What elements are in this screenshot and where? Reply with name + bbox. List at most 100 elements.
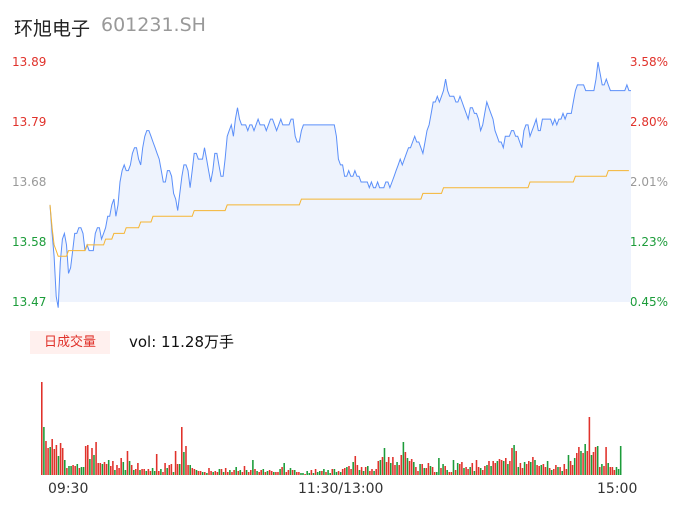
volume-bar bbox=[498, 459, 501, 475]
volume-bar bbox=[502, 461, 505, 475]
volume-bar bbox=[124, 470, 127, 475]
volume-bar bbox=[450, 472, 453, 475]
volume-bar bbox=[273, 472, 275, 475]
volume-bar bbox=[505, 458, 507, 475]
volume-bar bbox=[66, 468, 68, 475]
volume-bar bbox=[617, 469, 620, 475]
volume-bar bbox=[421, 464, 423, 475]
volume-bar bbox=[592, 452, 595, 475]
volume-bar bbox=[51, 439, 53, 475]
volume-bar bbox=[214, 471, 217, 475]
volume-bar bbox=[178, 464, 181, 475]
volume-bar bbox=[615, 467, 618, 475]
volume-bar bbox=[68, 466, 70, 475]
volume-bar bbox=[555, 465, 557, 475]
volume-bar bbox=[112, 461, 114, 475]
volume-bar bbox=[229, 470, 231, 475]
volume-bar bbox=[262, 469, 265, 475]
volume-bar bbox=[139, 470, 141, 475]
volume-bar bbox=[565, 469, 568, 475]
volume-bar bbox=[580, 451, 582, 475]
volume-bar bbox=[107, 460, 110, 475]
volume-bar bbox=[429, 466, 432, 475]
volume-bar bbox=[312, 473, 315, 475]
y-left-tick-label: 13.68 bbox=[12, 175, 46, 189]
y-left-tick-label: 13.58 bbox=[12, 235, 46, 249]
volume-bar bbox=[607, 463, 609, 475]
volume-bar bbox=[220, 469, 223, 475]
volume-bar bbox=[296, 472, 298, 475]
volume-bar bbox=[500, 460, 503, 475]
volume-bar bbox=[519, 463, 522, 475]
volume-bar bbox=[201, 472, 204, 475]
volume-bar bbox=[461, 462, 463, 475]
volume-bar bbox=[515, 451, 517, 475]
volume-bar bbox=[569, 461, 572, 475]
volume-bar bbox=[563, 464, 566, 475]
volume-bar bbox=[310, 470, 313, 475]
volume-bar bbox=[369, 471, 371, 475]
volume-bar bbox=[268, 470, 271, 475]
volume-bar bbox=[59, 443, 62, 475]
volume-bar bbox=[325, 472, 327, 475]
volume-bar bbox=[141, 469, 143, 475]
volume-bar bbox=[390, 463, 392, 475]
volume-bar bbox=[492, 461, 494, 475]
volume-bar bbox=[465, 467, 467, 475]
volume-bar bbox=[162, 472, 164, 475]
volume-bar bbox=[105, 464, 108, 475]
volume-bar bbox=[431, 467, 434, 475]
volume-bar bbox=[47, 448, 49, 475]
volume-bar bbox=[55, 445, 58, 475]
volume-bar bbox=[553, 469, 555, 475]
volume-bar bbox=[484, 466, 486, 475]
volume-bar bbox=[475, 460, 478, 475]
volume-bar bbox=[304, 474, 306, 475]
volume-bar bbox=[275, 472, 277, 475]
volume-bar bbox=[486, 465, 488, 475]
avg-price-line bbox=[49, 170, 629, 257]
price-line bbox=[49, 61, 631, 308]
volume-bar bbox=[114, 470, 116, 475]
volume-bar bbox=[427, 463, 430, 475]
volume-bar bbox=[337, 471, 340, 475]
volume-bar bbox=[160, 469, 162, 475]
volume-bar bbox=[270, 471, 273, 475]
volume-bar bbox=[78, 468, 81, 475]
volume-bar bbox=[377, 461, 380, 475]
time-label-open: 09:30 bbox=[48, 481, 89, 497]
y-right-tick-label: 2.01% bbox=[630, 175, 668, 189]
volume-bar bbox=[49, 447, 51, 475]
volume-bar bbox=[609, 467, 612, 475]
volume-bar bbox=[319, 471, 321, 475]
volume-bar bbox=[164, 463, 166, 475]
volume-bar bbox=[599, 467, 601, 475]
volume-bar bbox=[387, 457, 390, 475]
volume-bar bbox=[584, 444, 586, 475]
volume-bar bbox=[605, 447, 607, 475]
volume-bar bbox=[398, 465, 400, 475]
volume-bar bbox=[283, 463, 285, 475]
volume-bar bbox=[61, 448, 64, 475]
volume-bar bbox=[433, 472, 436, 475]
volume-bar bbox=[254, 469, 256, 475]
volume-bar bbox=[362, 471, 365, 475]
volume-bar bbox=[408, 461, 411, 475]
volume-bar bbox=[542, 464, 545, 475]
volume-bar bbox=[534, 460, 536, 475]
volume-bar bbox=[72, 465, 74, 475]
volume-bar bbox=[289, 468, 292, 475]
y-left-tick-label: 13.47 bbox=[12, 295, 46, 309]
volume-bar bbox=[419, 464, 421, 475]
volume-bar bbox=[314, 469, 317, 475]
daily-volume-tab[interactable]: 日成交量 bbox=[30, 331, 110, 354]
volume-bar bbox=[281, 467, 283, 475]
volume-bar bbox=[329, 473, 331, 475]
volume-bar bbox=[438, 458, 440, 475]
volume-bar bbox=[394, 465, 396, 475]
volume-bar bbox=[174, 451, 177, 475]
volume-bar bbox=[423, 468, 426, 475]
volume-bar bbox=[243, 466, 246, 475]
volume-bar bbox=[103, 462, 106, 475]
